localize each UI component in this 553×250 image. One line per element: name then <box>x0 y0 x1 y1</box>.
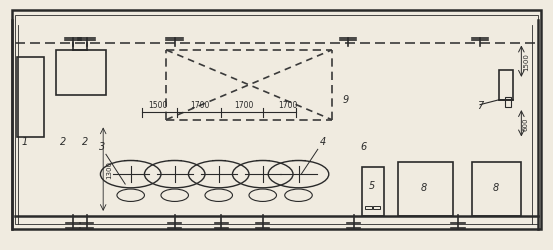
Text: 1500: 1500 <box>523 53 529 71</box>
Text: 1700: 1700 <box>278 101 297 110</box>
Bar <box>499 70 513 100</box>
Bar <box>472 162 521 216</box>
Text: 1700: 1700 <box>190 101 209 110</box>
Bar <box>15 16 538 224</box>
Bar <box>398 162 452 216</box>
Bar <box>12 11 541 229</box>
Text: 3: 3 <box>100 142 106 152</box>
Text: 7: 7 <box>477 101 483 111</box>
Text: 600: 600 <box>523 117 529 130</box>
Text: 1700: 1700 <box>234 101 253 110</box>
Bar <box>505 98 512 108</box>
Text: 5: 5 <box>368 180 374 190</box>
Text: 8: 8 <box>421 182 427 192</box>
Text: 6: 6 <box>360 142 367 152</box>
Bar <box>373 206 380 209</box>
Text: 8: 8 <box>493 182 499 192</box>
Text: 1300: 1300 <box>106 160 112 178</box>
Text: 4: 4 <box>320 137 326 147</box>
Bar <box>56 51 106 95</box>
Text: 2: 2 <box>82 137 88 147</box>
Bar <box>362 167 384 216</box>
Bar <box>364 206 372 209</box>
Text: 1500: 1500 <box>149 101 168 110</box>
Text: 1: 1 <box>21 137 28 147</box>
Text: 2: 2 <box>60 137 66 147</box>
Text: 9: 9 <box>342 95 349 105</box>
Bar <box>17 58 44 137</box>
